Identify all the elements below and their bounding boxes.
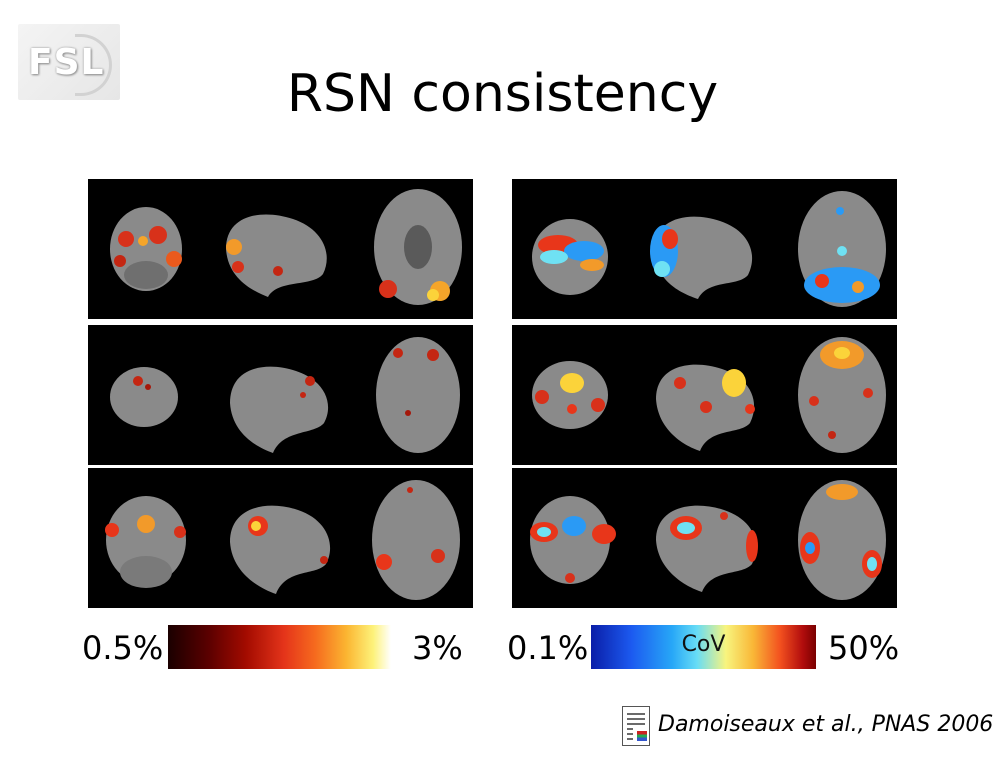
activation-blob — [537, 527, 551, 537]
brain-sagittal — [226, 214, 327, 297]
panel-right-3 — [512, 468, 897, 608]
document-icon[interactable] — [622, 706, 650, 746]
right-colorbar-max-label: 50% — [828, 629, 900, 667]
activation-blob — [133, 376, 143, 386]
activation-blob — [376, 554, 392, 570]
activation-blob — [745, 404, 755, 414]
brain-axial — [372, 480, 460, 600]
activation-blob — [852, 281, 864, 293]
brain-coronal — [530, 496, 610, 584]
activation-blob — [837, 246, 847, 256]
activation-blob — [746, 530, 758, 562]
activation-blob — [251, 521, 261, 531]
activation-blob — [863, 388, 873, 398]
activation-blob — [535, 390, 549, 404]
activation-blob — [232, 261, 244, 273]
panel-right-1 — [512, 179, 897, 319]
activation-blob — [105, 523, 119, 537]
panel-left-3 — [88, 468, 473, 608]
activation-blob — [226, 239, 242, 255]
activation-blob — [114, 255, 126, 267]
activation-blob — [592, 524, 616, 544]
activation-blob — [379, 280, 397, 298]
citation-text: Damoiseaux et al., PNAS 2006 — [658, 712, 994, 737]
activation-blob — [677, 522, 695, 534]
activation-blob — [431, 549, 445, 563]
activation-blob — [405, 410, 411, 416]
activation-blob — [393, 348, 403, 358]
activation-blob — [700, 401, 712, 413]
activation-blob — [804, 267, 880, 303]
activation-blob — [815, 274, 829, 288]
activation-blob — [305, 376, 315, 386]
activation-blob — [565, 573, 575, 583]
right-colorbar: CoV — [591, 625, 816, 669]
activation-blob — [826, 484, 858, 500]
cov-label: CoV — [681, 632, 726, 657]
panel-left-2 — [88, 325, 473, 465]
logo-text: FSL — [28, 42, 105, 83]
activation-blob — [564, 241, 604, 261]
right-colorbar-min-label: 0.1% — [507, 629, 589, 667]
activation-blob — [427, 289, 439, 301]
activation-blob — [149, 226, 167, 244]
activation-blob — [805, 542, 815, 554]
brain-sagittal — [654, 216, 753, 299]
activation-blob — [580, 259, 604, 271]
activation-blob — [273, 266, 283, 276]
activation-blob — [674, 377, 686, 389]
activation-blob — [174, 526, 186, 538]
panel-right-2 — [512, 325, 897, 465]
activation-blob — [562, 516, 586, 536]
slide-title: RSN consistency — [286, 64, 719, 124]
activation-blob — [722, 369, 746, 397]
activation-blob — [560, 373, 584, 393]
activation-blob — [427, 349, 439, 361]
panel-left-1 — [88, 179, 473, 319]
activation-blob — [867, 557, 877, 571]
left-colorbar-max-label: 3% — [412, 629, 463, 667]
fsl-logo: FSL — [18, 24, 120, 100]
activation-blob — [809, 396, 819, 406]
activation-blob — [591, 398, 605, 412]
brain-coronal — [110, 367, 178, 427]
activation-blob — [828, 431, 836, 439]
brain-sagittal — [230, 366, 329, 453]
activation-blob — [166, 251, 182, 267]
brain-axial — [376, 337, 460, 453]
activation-blob — [145, 384, 151, 390]
brain-sagittal — [656, 505, 757, 592]
activation-blob — [118, 231, 134, 247]
activation-blob — [138, 236, 148, 246]
activation-blob — [300, 392, 306, 398]
activation-blob — [662, 229, 678, 249]
activation-blob — [567, 404, 577, 414]
activation-blob — [834, 347, 850, 359]
brain-axial — [798, 337, 886, 453]
activation-blob — [320, 556, 328, 564]
left-colorbar-min-label: 0.5% — [82, 629, 164, 667]
brain-coronal — [532, 361, 608, 429]
activation-blob — [654, 261, 670, 277]
brain-sagittal — [230, 505, 331, 594]
activation-blob — [407, 487, 413, 493]
activation-blob — [540, 250, 568, 264]
activation-blob — [720, 512, 728, 520]
activation-blob — [836, 207, 844, 215]
left-colorbar — [168, 625, 391, 669]
activation-blob — [137, 515, 155, 533]
